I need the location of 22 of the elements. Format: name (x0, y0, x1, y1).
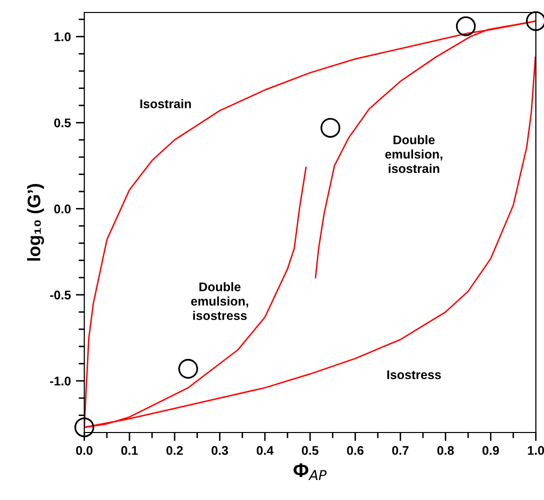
x-tick-label: 0.8 (437, 446, 454, 455)
y-tick-label: 0.5 (54, 118, 71, 128)
annotation: Isostrain (140, 99, 191, 108)
y-tick-label: -1.0 (50, 376, 71, 386)
y-axis-title: log₁₀ (G’) (27, 184, 44, 261)
x-axis-title: Φ$_{AP}$ (294, 463, 327, 480)
x-tick-label: 1.0 (528, 446, 544, 455)
y-tick-label: 0.0 (54, 204, 71, 214)
x-tick-label: 0.2 (166, 446, 183, 455)
x-tick-label: 0.3 (212, 446, 228, 455)
x-tick-label: 0.0 (76, 446, 92, 455)
y-tick-label: -0.5 (50, 290, 71, 300)
x-tick-label: 0.1 (121, 446, 138, 455)
x-tick-label: 0.7 (392, 446, 409, 455)
x-tick-label: 0.5 (302, 446, 318, 455)
annotation: Double emulsion, isostress (191, 282, 248, 320)
y-tick-label: 1.0 (54, 32, 71, 42)
annotation: Double emulsion, isostrain (385, 135, 442, 174)
annotation: Isostress (387, 370, 441, 380)
x-tick-label: 0.9 (482, 446, 499, 455)
x-tick-label: 0.4 (256, 446, 274, 455)
x-tick-label: 0.6 (347, 446, 364, 455)
